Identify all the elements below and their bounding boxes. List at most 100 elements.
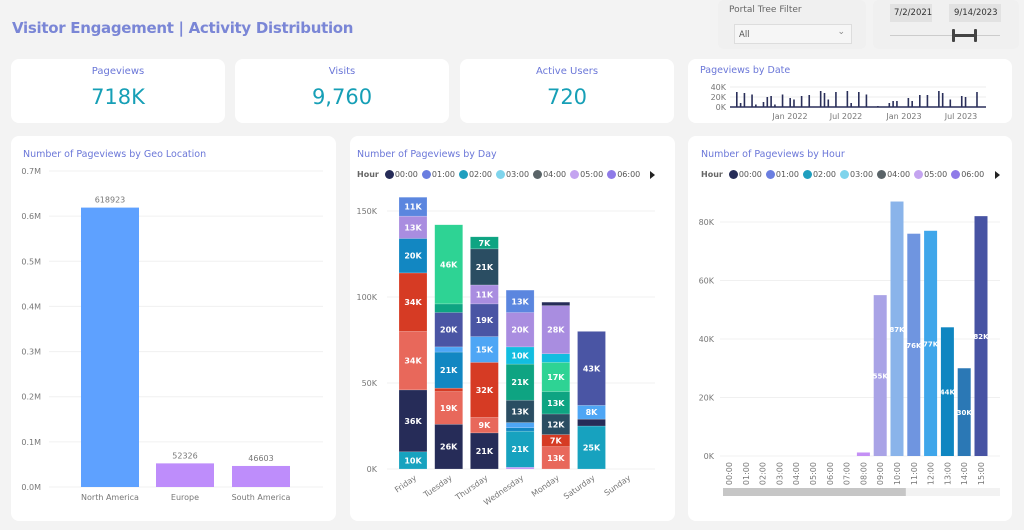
legend-item[interactable]: 00:00	[728, 170, 762, 179]
date-bar	[755, 104, 757, 107]
legend-title: Hour	[357, 170, 379, 179]
hour-bar	[940, 327, 954, 456]
hour-chart-legend: Hour 00:00 01:00 02:00 03:00 04:00 05:00 06:00	[701, 170, 988, 179]
x-tick-label: Saturday	[562, 473, 597, 501]
legend-label: 01:00	[775, 170, 799, 179]
day-bar-segment	[505, 427, 535, 432]
date-end-input[interactable]: 9/14/2023	[949, 4, 1001, 22]
x-tick-label: Sunday	[603, 473, 633, 498]
kpi-card-active-users: Active Users 720	[460, 59, 674, 123]
date-bar	[743, 93, 746, 107]
segment-label: 20K	[440, 326, 458, 335]
segment-label: 20K	[404, 252, 422, 261]
legend-item[interactable]: 01:00	[421, 170, 455, 179]
date-bar	[976, 92, 978, 107]
kpi-label: Pageviews	[91, 66, 145, 77]
x-tick-label: 07:00	[843, 462, 852, 485]
portal-tree-filter-label: Portal Tree Filter	[729, 5, 802, 15]
x-tick-label: 14:00	[960, 462, 969, 485]
segment-label: 34K	[404, 357, 422, 366]
date-bar	[949, 99, 952, 107]
y-tick-label: 0.0M	[21, 483, 41, 492]
day-bar-segment	[434, 351, 463, 389]
segment-label: 13K	[547, 399, 565, 408]
day-bar-segment	[434, 346, 463, 353]
legend-label: 04:00	[543, 170, 567, 179]
legend-next-arrow-icon[interactable]	[995, 171, 1000, 179]
date-start-input[interactable]: 7/2/2021	[890, 4, 932, 22]
segment-label: 13K	[404, 223, 422, 232]
segment-label: 19K	[440, 404, 458, 413]
x-tick-label: 10:00	[893, 462, 902, 485]
date-bar	[941, 93, 944, 107]
date-bar	[789, 98, 791, 107]
legend-dot-icon	[914, 170, 924, 179]
segment-label: 21K	[476, 263, 494, 272]
date-bar	[926, 95, 929, 107]
y-tick-label: 80K	[699, 218, 715, 227]
segment-label: 25K	[583, 444, 601, 453]
legend-item[interactable]: 02:00	[802, 170, 837, 179]
segment-label: 32K	[476, 386, 494, 395]
date-bar	[907, 98, 910, 107]
segment-label: 10K	[511, 351, 529, 360]
date-bar	[919, 95, 921, 107]
date-bar	[774, 104, 776, 107]
legend-item[interactable]: 01:00	[765, 170, 799, 179]
x-tick-label: 01:00	[742, 462, 751, 485]
legend-item[interactable]: 00:00	[384, 170, 418, 179]
pageviews-by-day-card: Number of Pageviews by Day Hour 00:00 01:…	[350, 136, 675, 521]
y-tick-label: 0.5M	[21, 257, 41, 266]
kpi-value: 9,760	[311, 85, 373, 109]
x-tick-label: Europe	[171, 493, 199, 502]
legend-item[interactable]: 06:00	[951, 170, 984, 179]
day-bar-segment	[434, 391, 463, 425]
legend-item[interactable]: 05:00	[570, 170, 603, 179]
legend-item[interactable]: 05:00	[914, 170, 947, 179]
segment-label: 21K	[511, 445, 529, 454]
legend-item[interactable]: 02:00	[458, 170, 492, 179]
pageviews-by-day-chart: 0K 50K 100K 150K 10K 36K 34K 34K 20K 13K 11K Friday…	[356, 196, 655, 507]
day-bar-segment	[541, 305, 571, 355]
day-bar-segment	[470, 336, 499, 363]
date-bar	[938, 91, 940, 107]
date-bar	[858, 92, 860, 107]
legend-label: 02:00	[812, 170, 837, 179]
date-bar	[736, 92, 738, 107]
legend-item[interactable]: 04:00	[877, 170, 910, 179]
day-bar-segment	[505, 422, 535, 428]
day-bar-segment	[398, 389, 428, 453]
segment-label: 36K	[404, 417, 422, 426]
day-bar-segment	[505, 467, 535, 470]
day-bar-segment	[505, 289, 535, 313]
date-bar	[766, 97, 769, 107]
date-slider-start-handle[interactable]	[952, 29, 955, 42]
scrollbar-thumb[interactable]	[723, 488, 906, 496]
day-bar-segment	[398, 196, 428, 217]
portal-tree-dropdown[interactable]: All ⌄	[734, 24, 852, 44]
data-label: 46603	[248, 454, 273, 463]
y-tick-label: 0.4M	[21, 302, 41, 311]
y-tick-label: 0K	[367, 465, 378, 474]
x-tick-label: 08:00	[859, 462, 868, 485]
legend-label: 03:00	[506, 170, 530, 179]
x-tick-label: 09:00	[876, 462, 885, 485]
x-tick-label: Monday	[530, 473, 561, 499]
date-slider-range	[953, 34, 977, 37]
y-tick-label: 40K	[711, 83, 727, 92]
date-bar	[781, 94, 784, 107]
chart-title: Pageviews by Date	[700, 65, 791, 76]
legend-item[interactable]: 04:00	[533, 170, 566, 179]
segment-label: 11K	[476, 290, 494, 299]
day-bar-segment	[505, 363, 535, 401]
legend-dot-icon	[765, 170, 775, 179]
legend-dot-icon	[607, 170, 617, 179]
legend-item[interactable]: 06:00	[607, 170, 640, 179]
legend-item[interactable]: 03:00	[840, 170, 873, 179]
bar-label: 55K	[873, 373, 889, 381]
legend-item[interactable]: 03:00	[496, 170, 529, 179]
legend-next-arrow-icon[interactable]	[650, 171, 655, 179]
date-slider-end-handle[interactable]	[974, 29, 977, 42]
day-bar-segment	[470, 248, 499, 286]
